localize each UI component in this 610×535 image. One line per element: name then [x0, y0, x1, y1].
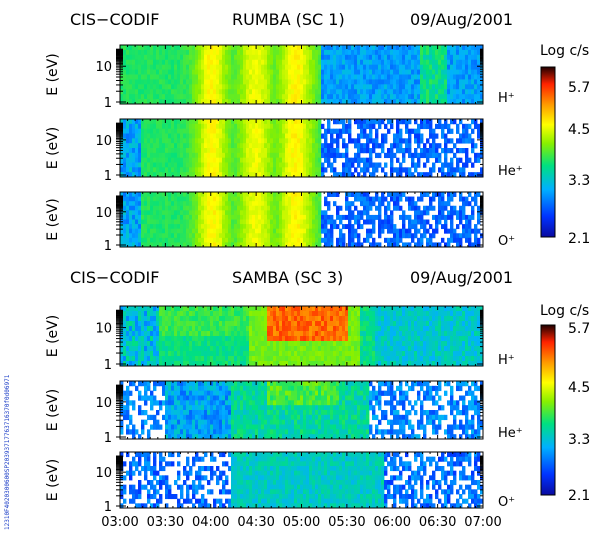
colorbar-2-gradient [540, 324, 556, 496]
panel-6-ytick-1: 1 [104, 500, 112, 515]
panel-4-ylabel: E (eV) [45, 315, 61, 357]
panel-5-species-label: He⁺ [498, 426, 523, 441]
colorbar-1-title: Log c/s [540, 43, 589, 59]
panel-g2-h: 1 10 E (eV) H⁺ [45, 305, 515, 373]
colorbar-1-tick-1: 4.5 [568, 122, 590, 138]
panel-4-ytick-10: 10 [95, 322, 112, 337]
colorbar-1-tick-2: 3.3 [568, 173, 590, 189]
panel-6-ytick-10: 10 [95, 466, 112, 481]
panel-3-ylabel: E (eV) [45, 198, 61, 240]
time-axis: 03:00 03:30 04:00 04:30 05:00 05:30 06:00 06:30… [101, 515, 501, 530]
colorbar-1-tick-3: 2.1 [568, 231, 590, 247]
panel-5-ytick-1: 1 [104, 431, 112, 446]
colorbar-1-tick-0: 5.7 [568, 80, 590, 96]
panel-1-ylabel: E (eV) [45, 53, 61, 95]
panel-g1-o: 1 10 E (eV) O⁺ [45, 191, 515, 254]
time-tick-4: 05:00 [283, 515, 320, 530]
panel-2-ylabel: E (eV) [45, 127, 61, 169]
panel-2-species-label: He⁺ [498, 164, 523, 179]
panel-2-ytick-10: 10 [95, 134, 112, 149]
time-tick-7: 06:30 [419, 515, 456, 530]
colorbar-1: Log c/s 5.7 4.5 3.3 2.1 [540, 43, 590, 247]
time-tick-1: 03:30 [147, 515, 184, 530]
colorbar-2-tick-1: 4.5 [568, 380, 590, 396]
group2-date: 09/Aug/2001 [410, 268, 513, 287]
spectrogram-panels: 1 10 E (eV) H⁺ 1 10 E (eV) He⁺ 1 10 E (eV) O⁺ 1 10 E (… [45, 44, 523, 515]
time-tick-8: 07:00 [464, 515, 501, 530]
panel-6-ylabel: E (eV) [45, 459, 61, 501]
panel-6-species-label: O⁺ [498, 495, 515, 510]
colorbar-2-title: Log c/s [540, 303, 589, 319]
colorbar-2-tick-0: 5.7 [568, 321, 590, 337]
panel-5-ylabel: E (eV) [45, 389, 61, 431]
time-tick-3: 04:30 [237, 515, 274, 530]
panel-g2-he: 1 10 E (eV) He⁺ [45, 380, 523, 446]
panel-2-ytick-1: 1 [104, 169, 112, 184]
panel-3-ytick-1: 1 [104, 239, 112, 254]
colorbar-2: Log c/s 5.7 4.5 3.3 2.1 [540, 303, 590, 504]
panel-g1-h: 1 10 E (eV) H⁺ [45, 44, 515, 111]
group1-date: 09/Aug/2001 [410, 10, 513, 29]
time-tick-6: 06:00 [374, 515, 411, 530]
panel-1-species-label: H⁺ [498, 91, 515, 106]
side-id-label: 12310F4020300600SP20393717763716370f0d06… [4, 374, 11, 530]
panel-1-ytick-1: 1 [104, 96, 112, 111]
time-tick-5: 05:30 [328, 515, 365, 530]
panel-g2-o: 1 10 E (eV) O⁺ [45, 451, 515, 515]
time-tick-2: 04:00 [192, 515, 229, 530]
group1-spacecraft: RUMBA (SC 1) [232, 10, 345, 29]
panel-g1-he: 1 10 E (eV) He⁺ [45, 118, 523, 184]
group2-spacecraft: SAMBA (SC 3) [232, 268, 343, 287]
time-tick-0: 03:00 [101, 515, 138, 530]
group1-instrument: CIS−CODIF [70, 10, 159, 29]
panel-3-ytick-10: 10 [95, 206, 112, 221]
colorbar-2-tick-2: 3.3 [568, 432, 590, 448]
panel-3-species-label: O⁺ [498, 234, 515, 249]
panel-5-ytick-10: 10 [95, 396, 112, 411]
colorbar-1-gradient [540, 66, 556, 238]
panel-4-ytick-1: 1 [104, 358, 112, 373]
colorbar-2-tick-3: 2.1 [568, 488, 590, 504]
group2-instrument: CIS−CODIF [70, 268, 159, 287]
panel-1-ytick-10: 10 [95, 60, 112, 75]
panel-4-species-label: H⁺ [498, 353, 515, 368]
